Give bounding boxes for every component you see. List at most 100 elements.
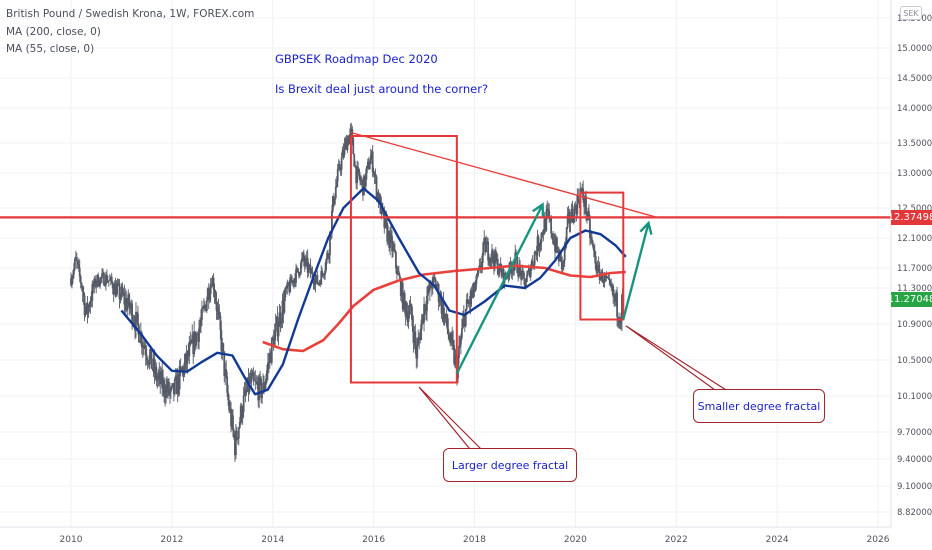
candle-body	[319, 281, 322, 285]
candle-body	[104, 285, 106, 287]
candle-body	[590, 237, 593, 242]
candle-body	[316, 274, 319, 284]
candle-body	[150, 348, 153, 369]
candle-body	[338, 164, 341, 170]
candle-body	[215, 301, 218, 311]
candle-body	[163, 379, 166, 395]
candle-body	[147, 363, 150, 365]
candle-body	[252, 372, 255, 379]
candle-body	[376, 192, 379, 198]
candle-body	[311, 271, 314, 279]
y-tick-label: 13.50000	[897, 139, 932, 149]
annotation-subtitle: Is Brexit deal just around the corner?	[275, 82, 489, 96]
candle-body	[471, 289, 474, 297]
candle-body	[126, 304, 129, 311]
candle-body	[281, 300, 284, 322]
candle-body	[364, 172, 367, 187]
candle-body	[122, 292, 125, 294]
candle-body	[268, 352, 271, 362]
candle-body	[614, 294, 617, 302]
candle-body	[224, 369, 227, 376]
candle-body	[317, 283, 320, 285]
candle-body	[200, 319, 202, 325]
candle-body	[287, 282, 290, 286]
candle-body	[616, 292, 618, 317]
candle-body	[500, 269, 503, 276]
candle-body	[106, 281, 109, 283]
candle-body	[192, 334, 195, 355]
candle-body	[170, 386, 173, 388]
candle-body	[267, 361, 270, 363]
candle-body	[589, 218, 591, 238]
candle-body	[185, 353, 188, 364]
candle-body	[162, 379, 165, 389]
candle-body	[237, 427, 240, 439]
candle-body	[313, 283, 316, 285]
candle-body	[164, 394, 166, 398]
candle-body	[144, 348, 147, 356]
candle-body	[129, 307, 132, 309]
candle-body	[130, 303, 133, 308]
candle-body	[336, 168, 339, 182]
candle-body	[143, 345, 146, 349]
candle-body	[154, 366, 157, 374]
candle-body	[331, 210, 333, 234]
candle-body	[373, 174, 376, 176]
candle-body	[517, 272, 520, 277]
candle-body	[188, 344, 191, 357]
ma200-legend[interactable]: MA (200, close, 0)	[6, 26, 101, 38]
candle-body	[413, 331, 416, 343]
candle-body	[264, 384, 266, 390]
candle-body	[538, 245, 541, 250]
candle-body	[417, 339, 420, 346]
candle-body	[410, 304, 413, 315]
candle-body	[424, 304, 426, 311]
candle-body	[142, 345, 145, 348]
candle-body	[525, 281, 527, 287]
candle-body	[409, 304, 412, 308]
candle-body	[109, 276, 112, 280]
candle-body	[374, 175, 377, 177]
candle-body	[465, 299, 468, 309]
candle-body	[589, 237, 592, 239]
candle-body	[128, 294, 131, 309]
y-tick-label: 8.82000	[897, 508, 932, 518]
candle-body	[95, 282, 98, 287]
candle-body	[320, 271, 323, 285]
candle-body	[217, 307, 220, 312]
candle-body	[478, 265, 481, 270]
candle-body	[85, 303, 88, 311]
candle-body	[210, 283, 213, 287]
candle-body	[543, 219, 546, 235]
candle-body	[328, 255, 330, 258]
x-tick-label: 2010	[60, 535, 83, 545]
candle-body	[481, 255, 484, 268]
candle-body	[521, 270, 523, 280]
candle-body	[265, 378, 267, 385]
candle-body	[398, 275, 401, 279]
candle-body	[219, 315, 222, 331]
candle-body	[80, 283, 83, 288]
candle-body	[206, 288, 209, 301]
candle-body	[414, 331, 417, 346]
arrowhead	[532, 202, 545, 217]
candle-body	[292, 280, 295, 284]
candle-body	[218, 311, 221, 316]
candle-body	[279, 312, 282, 325]
candle-body	[461, 319, 464, 329]
candle-body	[460, 337, 462, 345]
candle-body	[492, 260, 495, 269]
large-fractal-box	[349, 135, 458, 384]
candle-body	[197, 333, 199, 342]
candle-body	[558, 252, 561, 262]
candle-body	[337, 164, 340, 169]
ma55-legend[interactable]: MA (55, close, 0)	[6, 43, 95, 55]
currency-button[interactable]: SEK	[900, 6, 922, 20]
candle-body	[525, 275, 528, 282]
y-tick-label: 10.90000	[897, 320, 932, 330]
candle-body	[597, 264, 600, 269]
candle-body	[74, 256, 77, 260]
symbol-legend[interactable]: British Pound / Swedish Krona, 1W, FOREX…	[6, 8, 255, 20]
candle-body	[231, 415, 233, 427]
